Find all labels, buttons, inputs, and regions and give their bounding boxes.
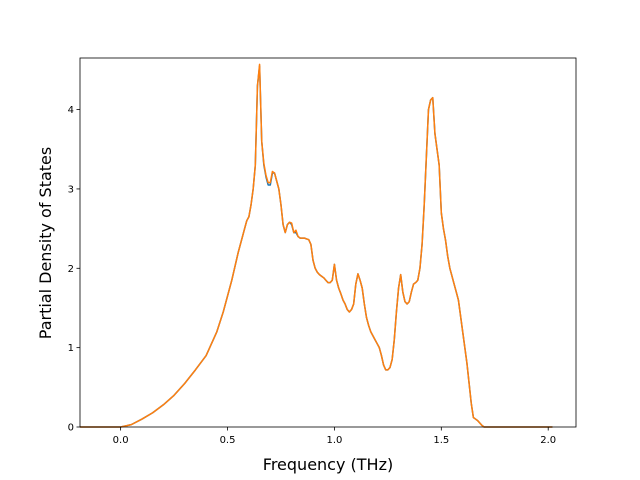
x-axis-label: Frequency (THz) xyxy=(263,455,393,474)
x-tick-label: 0.5 xyxy=(220,435,236,446)
x-tick-label: 0.0 xyxy=(113,435,129,446)
x-tick-label: 2.0 xyxy=(540,435,556,446)
y-tick-label: 3 xyxy=(68,184,74,195)
x-tick-label: 1.0 xyxy=(326,435,342,446)
series-layer xyxy=(80,63,553,428)
x-axis: 0.0 0.5 1.0 1.5 2.0 xyxy=(113,427,556,446)
plot-frame xyxy=(79,57,577,428)
y-tick-label: 1 xyxy=(68,343,74,354)
y-axis: 0 1 2 3 4 xyxy=(68,105,80,434)
y-axis-label: Partial Density of States xyxy=(36,147,55,339)
x-tick-label: 1.5 xyxy=(433,435,449,446)
y-tick-label: 0 xyxy=(68,423,74,434)
y-tick-label: 2 xyxy=(68,264,74,275)
series-line-2 xyxy=(80,63,553,428)
y-tick-label: 4 xyxy=(68,105,74,116)
